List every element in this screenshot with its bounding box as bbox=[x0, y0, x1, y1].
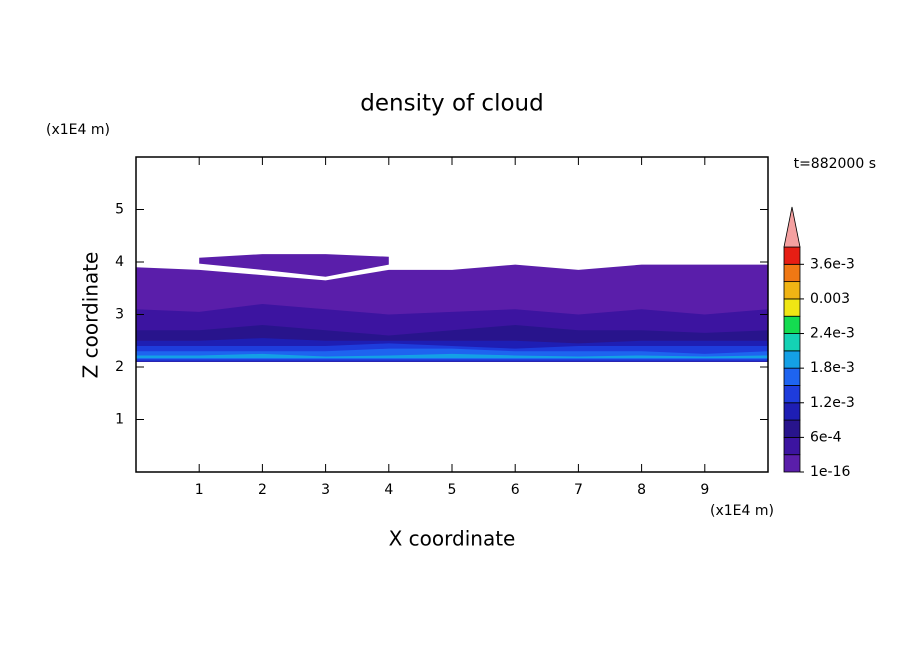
colorbar-box bbox=[783, 315, 801, 334]
x-axis-label: X coordinate bbox=[389, 527, 516, 551]
y-tick-label: 1 bbox=[115, 412, 124, 428]
contour-band bbox=[136, 353, 768, 359]
colorbar-box bbox=[783, 419, 801, 438]
colorbar-box bbox=[783, 402, 801, 421]
x-tick-label: 9 bbox=[700, 482, 709, 498]
colorbar-label: 1.2e-3 bbox=[810, 395, 855, 411]
colorbar-label: 6e-4 bbox=[810, 429, 842, 445]
colorbar-box bbox=[783, 385, 801, 404]
colorbar-extend bbox=[783, 206, 801, 248]
contour-band bbox=[199, 254, 389, 277]
colorbar-label: 2.4e-3 bbox=[810, 326, 855, 342]
x-tick-label: 1 bbox=[195, 482, 204, 498]
x-tick-label: 2 bbox=[258, 482, 267, 498]
colorbar-box bbox=[783, 436, 801, 456]
colorbar-box bbox=[783, 246, 801, 265]
colorbar-box bbox=[783, 281, 801, 300]
y-axis-label: Z coordinate bbox=[79, 252, 103, 379]
x-tick-label: 5 bbox=[448, 482, 457, 498]
colorbar-box bbox=[783, 350, 801, 369]
x-tick-label: 7 bbox=[574, 482, 583, 498]
x-tick-label: 8 bbox=[637, 482, 646, 498]
colorbar-label: 3.6e-3 bbox=[810, 256, 855, 272]
y-tick-label: 2 bbox=[115, 359, 124, 375]
colorbar-box bbox=[783, 333, 801, 352]
x-tick-label: 4 bbox=[384, 482, 393, 498]
x-tick-label: 3 bbox=[321, 482, 330, 498]
colorbar-label: 1.8e-3 bbox=[810, 360, 855, 376]
colorbar-box bbox=[783, 263, 801, 283]
y-unit: (x1E4 m) bbox=[46, 122, 110, 138]
x-unit: (x1E4 m) bbox=[710, 503, 774, 519]
y-tick-label: 4 bbox=[115, 254, 124, 270]
colorbar-box bbox=[783, 298, 801, 317]
y-tick-label: 3 bbox=[115, 307, 124, 323]
colorbar-label: 0.003 bbox=[810, 291, 850, 307]
colorbar-label: 1e-16 bbox=[810, 464, 850, 480]
colorbar-box bbox=[783, 367, 801, 386]
x-tick-label: 6 bbox=[511, 482, 520, 498]
chart-title: density of cloud bbox=[360, 91, 543, 117]
time-label: t=882000 s bbox=[794, 156, 876, 172]
colorbar-box bbox=[783, 454, 801, 473]
y-tick-label: 5 bbox=[115, 202, 124, 218]
